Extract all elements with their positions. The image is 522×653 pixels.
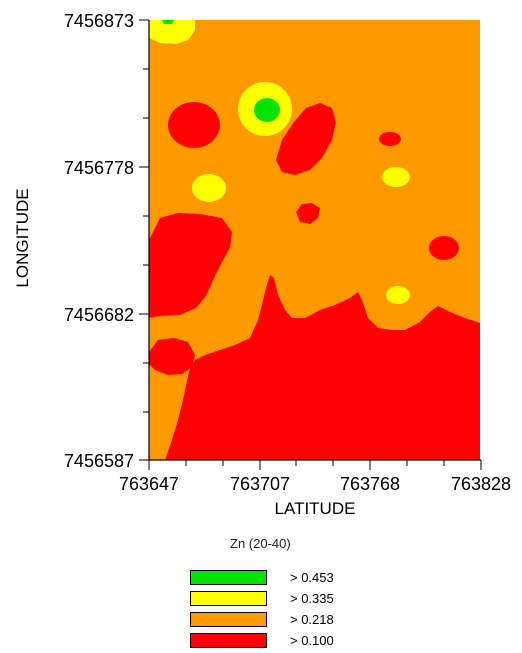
legend-label: > 0.218	[290, 612, 334, 627]
legend-item: > 0.453	[190, 570, 350, 588]
y-axis-title: LONGITUDE	[13, 188, 32, 287]
x-axis-ticks	[148, 460, 482, 470]
legend-label: > 0.100	[290, 633, 334, 648]
zone-gt-0-100-center-diagonal	[276, 103, 336, 175]
legend-swatch-green	[190, 570, 267, 585]
zone-gt-0-100-left-lower	[149, 338, 195, 375]
zone-gt-0-100-upper-left	[168, 102, 220, 148]
zone-gt-0-335-top-left	[149, 20, 195, 44]
legend-item: > 0.100	[190, 633, 350, 651]
y-tick-label: 7456682	[64, 305, 134, 325]
x-tick-label: 763768	[340, 474, 400, 494]
zone-gt-0-100-right-upper	[379, 132, 401, 146]
x-tick-label: 763828	[451, 474, 511, 494]
zone-gt-0-100-bottom	[149, 275, 480, 460]
zone-gt-0-453-center	[254, 98, 280, 122]
legend-swatch-orange	[190, 612, 267, 627]
y-tick-label: 7456587	[64, 451, 134, 471]
y-axis-ticks	[139, 19, 149, 461]
zone-gt-0-100-right	[429, 236, 459, 260]
legend-item: > 0.335	[190, 591, 350, 609]
zone-gt-0-453-top-left	[162, 20, 174, 24]
legend-label: > 0.335	[290, 591, 334, 606]
x-axis-title: LATITUDE	[275, 499, 356, 518]
zone-gt-0-335-right-upper	[382, 167, 410, 187]
legend-swatch-red	[190, 633, 267, 648]
zone-gt-0-100-center-small	[296, 203, 320, 224]
zone-gt-0-335-right-lower	[386, 286, 410, 304]
legend-swatch-yellow	[190, 591, 267, 606]
zone-gt-0-100-left-middle	[149, 213, 232, 318]
legend-title: Zn (20-40)	[230, 536, 291, 551]
y-tick-label: 7456778	[64, 158, 134, 178]
legend-label: > 0.453	[290, 570, 334, 585]
x-tick-label: 763647	[119, 474, 179, 494]
zone-gt-0-335-left	[192, 174, 226, 202]
y-tick-label: 7456873	[64, 11, 134, 31]
x-tick-label: 763707	[230, 474, 290, 494]
legend-item: > 0.218	[190, 612, 350, 630]
